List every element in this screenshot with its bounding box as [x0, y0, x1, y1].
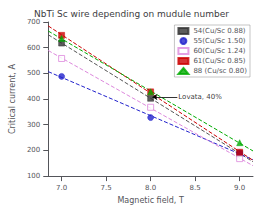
svg-text:8.5: 8.5: [190, 184, 201, 192]
svg-text:NbTi Sc wire depending on mudu: NbTi Sc wire depending on mudule number: [34, 9, 229, 19]
svg-text:55(Cu/Sc 1.50): 55(Cu/Sc 1.50): [193, 37, 245, 45]
svg-text:61(Cu/Sc 0.85): 61(Cu/Sc 0.85): [193, 57, 245, 65]
svg-text:600: 600: [27, 44, 40, 52]
svg-text:100: 100: [27, 172, 40, 180]
svg-text:7.5: 7.5: [101, 184, 112, 192]
svg-text:88 (Cu/sc 0.80): 88 (Cu/sc 0.80): [193, 67, 247, 75]
svg-text:8.0: 8.0: [145, 184, 156, 192]
svg-text:Magnetic field, T: Magnetic field, T: [117, 196, 184, 205]
svg-text:7.0: 7.0: [56, 184, 67, 192]
svg-text:300: 300: [27, 121, 40, 129]
svg-text:200: 200: [27, 146, 40, 154]
svg-text:700: 700: [27, 18, 40, 26]
svg-text:500: 500: [27, 69, 40, 77]
svg-text:400: 400: [27, 95, 40, 103]
svg-text:Lovata, 40%: Lovata, 40%: [178, 93, 222, 101]
svg-text:60(Cu/Sc 1.24): 60(Cu/Sc 1.24): [193, 47, 245, 55]
svg-text:54(Cu/Sc 0.88): 54(Cu/Sc 0.88): [193, 27, 245, 35]
svg-text:Critical current, A: Critical current, A: [8, 64, 17, 134]
svg-text:9.0: 9.0: [234, 184, 245, 192]
